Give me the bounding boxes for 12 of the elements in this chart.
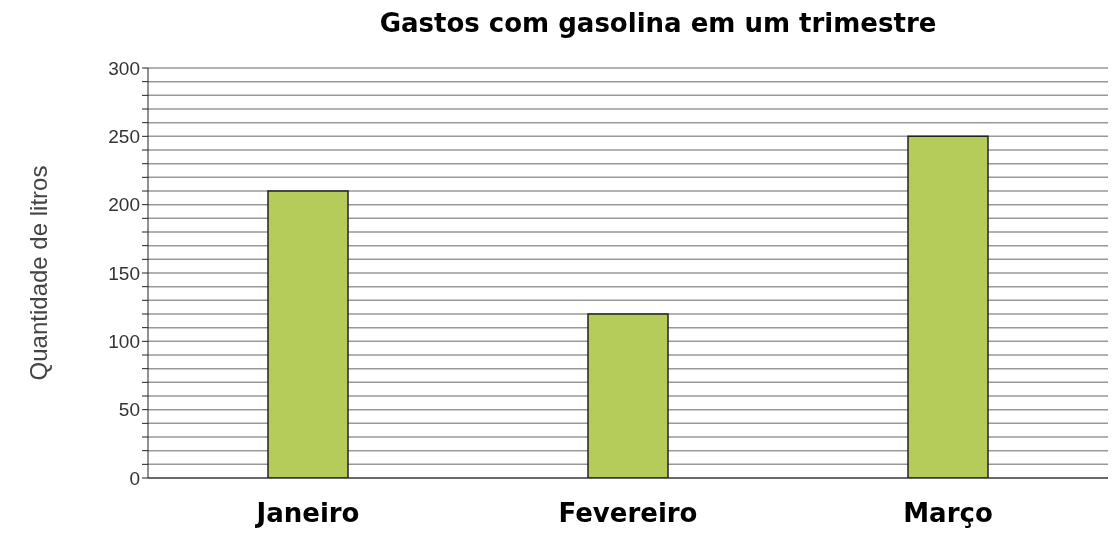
y-tick-label: 50 — [118, 399, 140, 421]
x-tick-label: Janeiro — [254, 498, 360, 529]
y-tick-label: 150 — [108, 262, 140, 284]
y-tick-label: 0 — [129, 467, 140, 489]
chart-title: Gastos com gasolina em um trimestre — [378, 8, 938, 40]
y-tick-label: 200 — [108, 194, 140, 216]
y-axis-title: Quantidade de litros — [24, 165, 52, 381]
y-tick-label: 100 — [108, 331, 140, 353]
y-tick-label: 300 — [108, 57, 140, 79]
y-tick-label: 250 — [108, 126, 140, 148]
x-tick-label: Março — [903, 498, 993, 529]
x-tick-label: Fevereiro — [558, 498, 698, 529]
